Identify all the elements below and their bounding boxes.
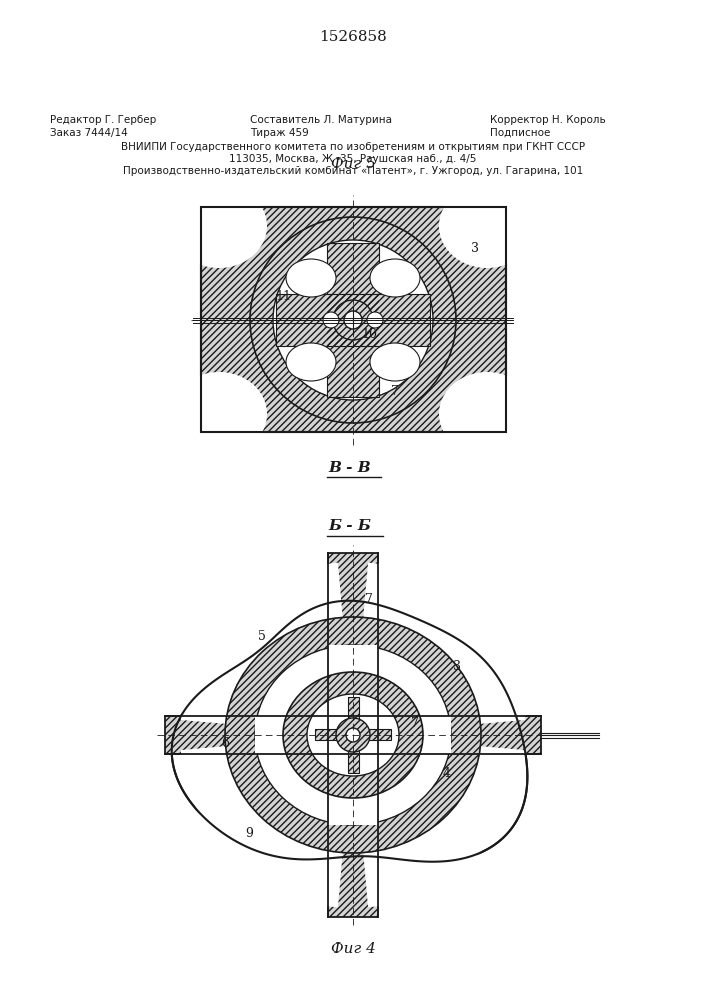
Ellipse shape	[439, 372, 535, 456]
Circle shape	[250, 217, 456, 423]
Bar	[328, 645, 378, 825]
Text: Составитель Л. Матурина: Составитель Л. Матурина	[250, 115, 392, 125]
Circle shape	[344, 311, 362, 329]
Wedge shape	[181, 745, 343, 907]
Text: Фиг 4: Фиг 4	[331, 942, 375, 956]
Bar	[328, 553, 378, 917]
Ellipse shape	[255, 645, 451, 825]
Bar	[276, 294, 430, 346]
Text: 1526858: 1526858	[319, 30, 387, 44]
Circle shape	[336, 718, 370, 752]
Text: Подписное: Подписное	[490, 128, 550, 138]
Wedge shape	[363, 745, 525, 907]
Wedge shape	[181, 563, 343, 725]
Text: Б - Б: Б - Б	[328, 519, 371, 533]
Circle shape	[273, 240, 433, 400]
Bar	[201, 207, 506, 432]
Text: 3: 3	[471, 242, 479, 255]
Text: Редактор Г. Гербер: Редактор Г. Гербер	[50, 115, 156, 125]
Bar	[201, 207, 506, 432]
Text: Корректор Н. Король: Корректор Н. Король	[490, 115, 606, 125]
Text: 113035, Москва, Ж -35, Раушская наб., д. 4/5: 113035, Москва, Ж -35, Раушская наб., д.…	[229, 154, 477, 164]
Bar	[348, 697, 359, 773]
Ellipse shape	[286, 343, 336, 381]
Bar	[328, 553, 378, 917]
Text: 3: 3	[453, 660, 461, 673]
Bar	[327, 243, 379, 397]
Text: Производственно-издательский комбинат «Патент», г. Ужгород, ул. Гагарина, 101: Производственно-издательский комбинат «П…	[123, 166, 583, 176]
Ellipse shape	[307, 694, 399, 776]
Ellipse shape	[171, 372, 267, 456]
Text: Фиг 5: Фиг 5	[331, 157, 375, 171]
Ellipse shape	[286, 259, 336, 297]
Ellipse shape	[370, 259, 420, 297]
Bar	[315, 729, 391, 740]
Bar	[165, 716, 541, 754]
Text: 5: 5	[258, 630, 266, 643]
Bar	[327, 243, 379, 397]
Bar	[255, 716, 451, 754]
Ellipse shape	[370, 343, 420, 381]
Ellipse shape	[439, 184, 535, 268]
Circle shape	[323, 312, 339, 328]
Circle shape	[333, 300, 373, 340]
Bar	[276, 294, 430, 346]
Text: 6: 6	[221, 737, 229, 750]
Text: 7: 7	[391, 385, 399, 398]
Text: 4: 4	[443, 767, 451, 780]
Ellipse shape	[283, 672, 423, 798]
Circle shape	[346, 728, 360, 742]
Text: В - В: В - В	[328, 461, 370, 475]
Text: 7: 7	[365, 593, 373, 606]
Text: 9: 9	[245, 827, 253, 840]
Text: 7: 7	[411, 717, 419, 730]
Text: Заказ 7444/14: Заказ 7444/14	[50, 128, 128, 138]
Wedge shape	[363, 563, 525, 725]
Text: 11: 11	[275, 290, 291, 303]
Polygon shape	[172, 601, 527, 862]
Bar	[348, 697, 359, 773]
Text: ВНИИПИ Государственного комитета по изобретениям и открытиям при ГКНТ СССР: ВНИИПИ Государственного комитета по изоб…	[121, 142, 585, 152]
Text: Тираж 459: Тираж 459	[250, 128, 309, 138]
Bar	[315, 729, 391, 740]
Text: 10: 10	[361, 328, 377, 341]
Bar	[165, 716, 541, 754]
Bar	[201, 207, 506, 432]
Circle shape	[367, 312, 383, 328]
Ellipse shape	[171, 184, 267, 268]
Ellipse shape	[225, 617, 481, 853]
